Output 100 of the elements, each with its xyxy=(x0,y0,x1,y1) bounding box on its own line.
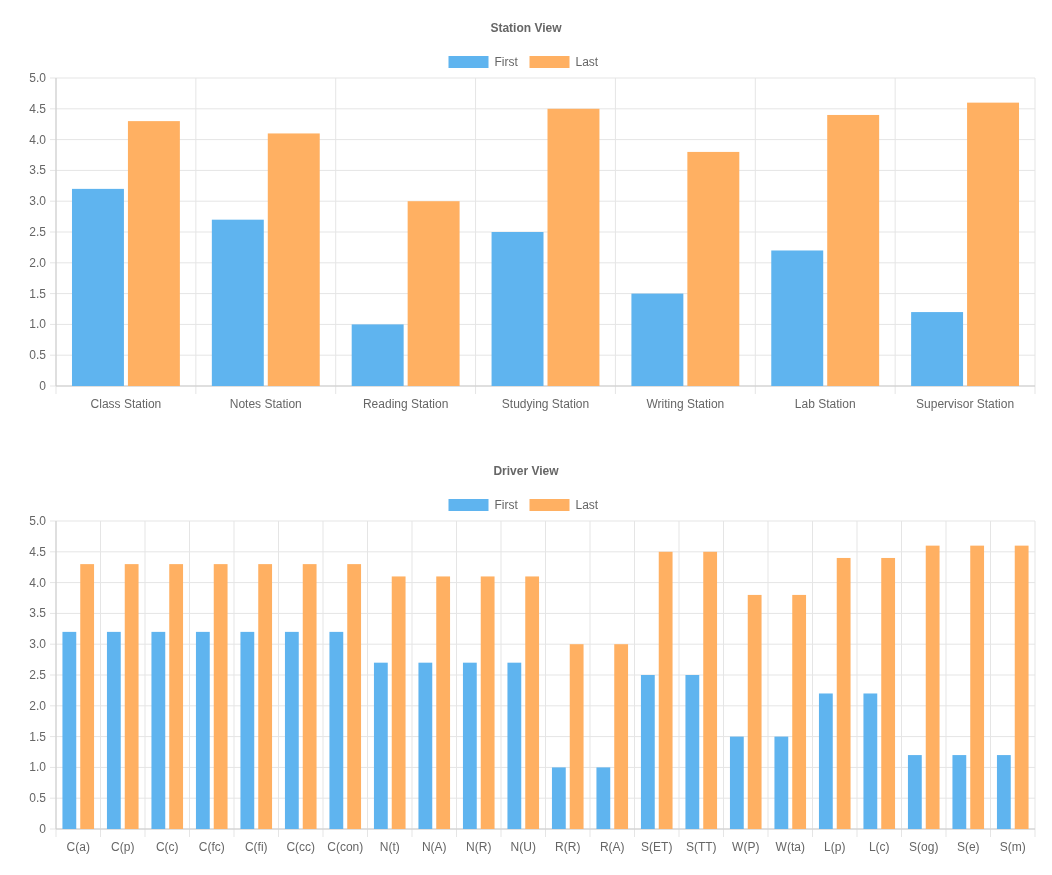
bar xyxy=(418,662,433,829)
bar xyxy=(970,545,985,829)
bar xyxy=(80,564,95,829)
bar xyxy=(106,631,121,829)
y-tick-label: 1.0 xyxy=(29,760,47,775)
y-tick-label: 4.5 xyxy=(29,544,47,559)
y-tick-label: 2.0 xyxy=(29,255,47,270)
y-tick-label: 1.5 xyxy=(29,286,47,301)
x-tick-label: Studying Station xyxy=(501,397,590,411)
y-tick-label: 4.0 xyxy=(29,575,47,590)
bar xyxy=(127,121,180,386)
y-tick-label: 5.0 xyxy=(29,514,47,528)
x-tick-label: Writing Station xyxy=(646,397,725,411)
x-tick-label: C(p) xyxy=(111,840,135,854)
bar xyxy=(703,551,718,829)
y-tick-label: 3.0 xyxy=(29,194,47,209)
x-tick-label: S(e) xyxy=(956,840,980,854)
bar xyxy=(1014,545,1029,829)
bar xyxy=(818,693,833,829)
bar xyxy=(996,755,1011,829)
bar xyxy=(911,312,964,386)
bar xyxy=(952,755,967,829)
bar xyxy=(907,755,922,829)
bar xyxy=(213,564,228,829)
x-tick-label: S(og) xyxy=(909,840,939,854)
bar xyxy=(614,644,629,829)
bar xyxy=(827,114,880,386)
bar xyxy=(169,564,184,829)
x-tick-label: Notes Station xyxy=(229,397,302,411)
x-tick-label: N(A) xyxy=(421,840,447,854)
bar xyxy=(640,675,655,829)
y-tick-label: 2.5 xyxy=(29,225,47,239)
chart-title: Driver View xyxy=(493,464,560,478)
bar xyxy=(729,736,744,829)
x-tick-label: R(A) xyxy=(599,840,625,854)
bar xyxy=(71,188,124,386)
bar xyxy=(881,557,896,829)
y-tick-label: 4.5 xyxy=(29,101,47,116)
bar xyxy=(373,662,388,829)
y-tick-label: 1.5 xyxy=(29,729,47,744)
y-tick-label: 2.5 xyxy=(29,668,47,682)
bar xyxy=(151,631,166,829)
x-tick-label: C(fc) xyxy=(198,840,225,854)
bar xyxy=(240,631,255,829)
x-tick-label: S(TT) xyxy=(685,840,717,854)
x-tick-label: Supervisor Station xyxy=(916,397,1015,411)
legend-label: First xyxy=(494,55,519,69)
x-tick-label: N(R) xyxy=(466,840,492,854)
y-tick-label: 5.0 xyxy=(29,71,47,85)
x-tick-label: Class Station xyxy=(90,397,162,411)
bar xyxy=(407,201,460,386)
x-tick-label: Lab Station xyxy=(794,397,856,411)
bar xyxy=(631,293,684,386)
y-tick-label: 3.0 xyxy=(29,637,47,652)
bar xyxy=(480,576,495,829)
bar xyxy=(351,324,404,386)
bar xyxy=(792,594,807,829)
bar xyxy=(267,133,320,386)
bar xyxy=(284,631,299,829)
bar xyxy=(507,662,522,829)
y-tick-label: 0 xyxy=(39,822,47,836)
bar xyxy=(569,644,584,829)
legend-label: First xyxy=(494,498,519,512)
bar xyxy=(491,232,544,386)
x-tick-label: L(p) xyxy=(824,840,846,854)
x-tick-label: R(R) xyxy=(555,840,581,854)
bar xyxy=(547,108,600,386)
bar xyxy=(925,545,940,829)
x-tick-label: Reading Station xyxy=(362,397,449,411)
bar xyxy=(747,594,762,829)
x-tick-label: N(U) xyxy=(510,840,536,854)
y-tick-label: 0.5 xyxy=(29,791,47,806)
x-tick-label: C(fi) xyxy=(244,840,268,854)
x-tick-label: W(ta) xyxy=(775,840,805,854)
x-tick-label: S(ET) xyxy=(641,840,673,854)
bar xyxy=(551,767,566,829)
bar xyxy=(596,767,611,829)
x-tick-label: C(c) xyxy=(155,840,179,854)
chart-title: Station View xyxy=(490,21,563,35)
x-tick-label: W(P) xyxy=(732,840,760,854)
bar xyxy=(391,576,406,829)
bar xyxy=(462,662,477,829)
bar xyxy=(967,102,1020,386)
x-tick-label: N(t) xyxy=(379,840,400,854)
x-tick-label: C(cc) xyxy=(286,840,316,854)
bar xyxy=(863,693,878,829)
bar xyxy=(62,631,77,829)
bar xyxy=(124,564,139,829)
bar xyxy=(836,557,851,829)
y-tick-label: 0.5 xyxy=(29,348,47,363)
bar xyxy=(329,631,344,829)
x-tick-label: L(c) xyxy=(868,840,890,854)
bar xyxy=(436,576,451,829)
bar xyxy=(195,631,210,829)
bar xyxy=(687,151,740,386)
bar xyxy=(771,250,824,386)
y-tick-label: 1.0 xyxy=(29,317,47,332)
bar xyxy=(658,551,673,829)
bar xyxy=(774,736,789,829)
x-tick-label: C(a) xyxy=(66,840,90,854)
